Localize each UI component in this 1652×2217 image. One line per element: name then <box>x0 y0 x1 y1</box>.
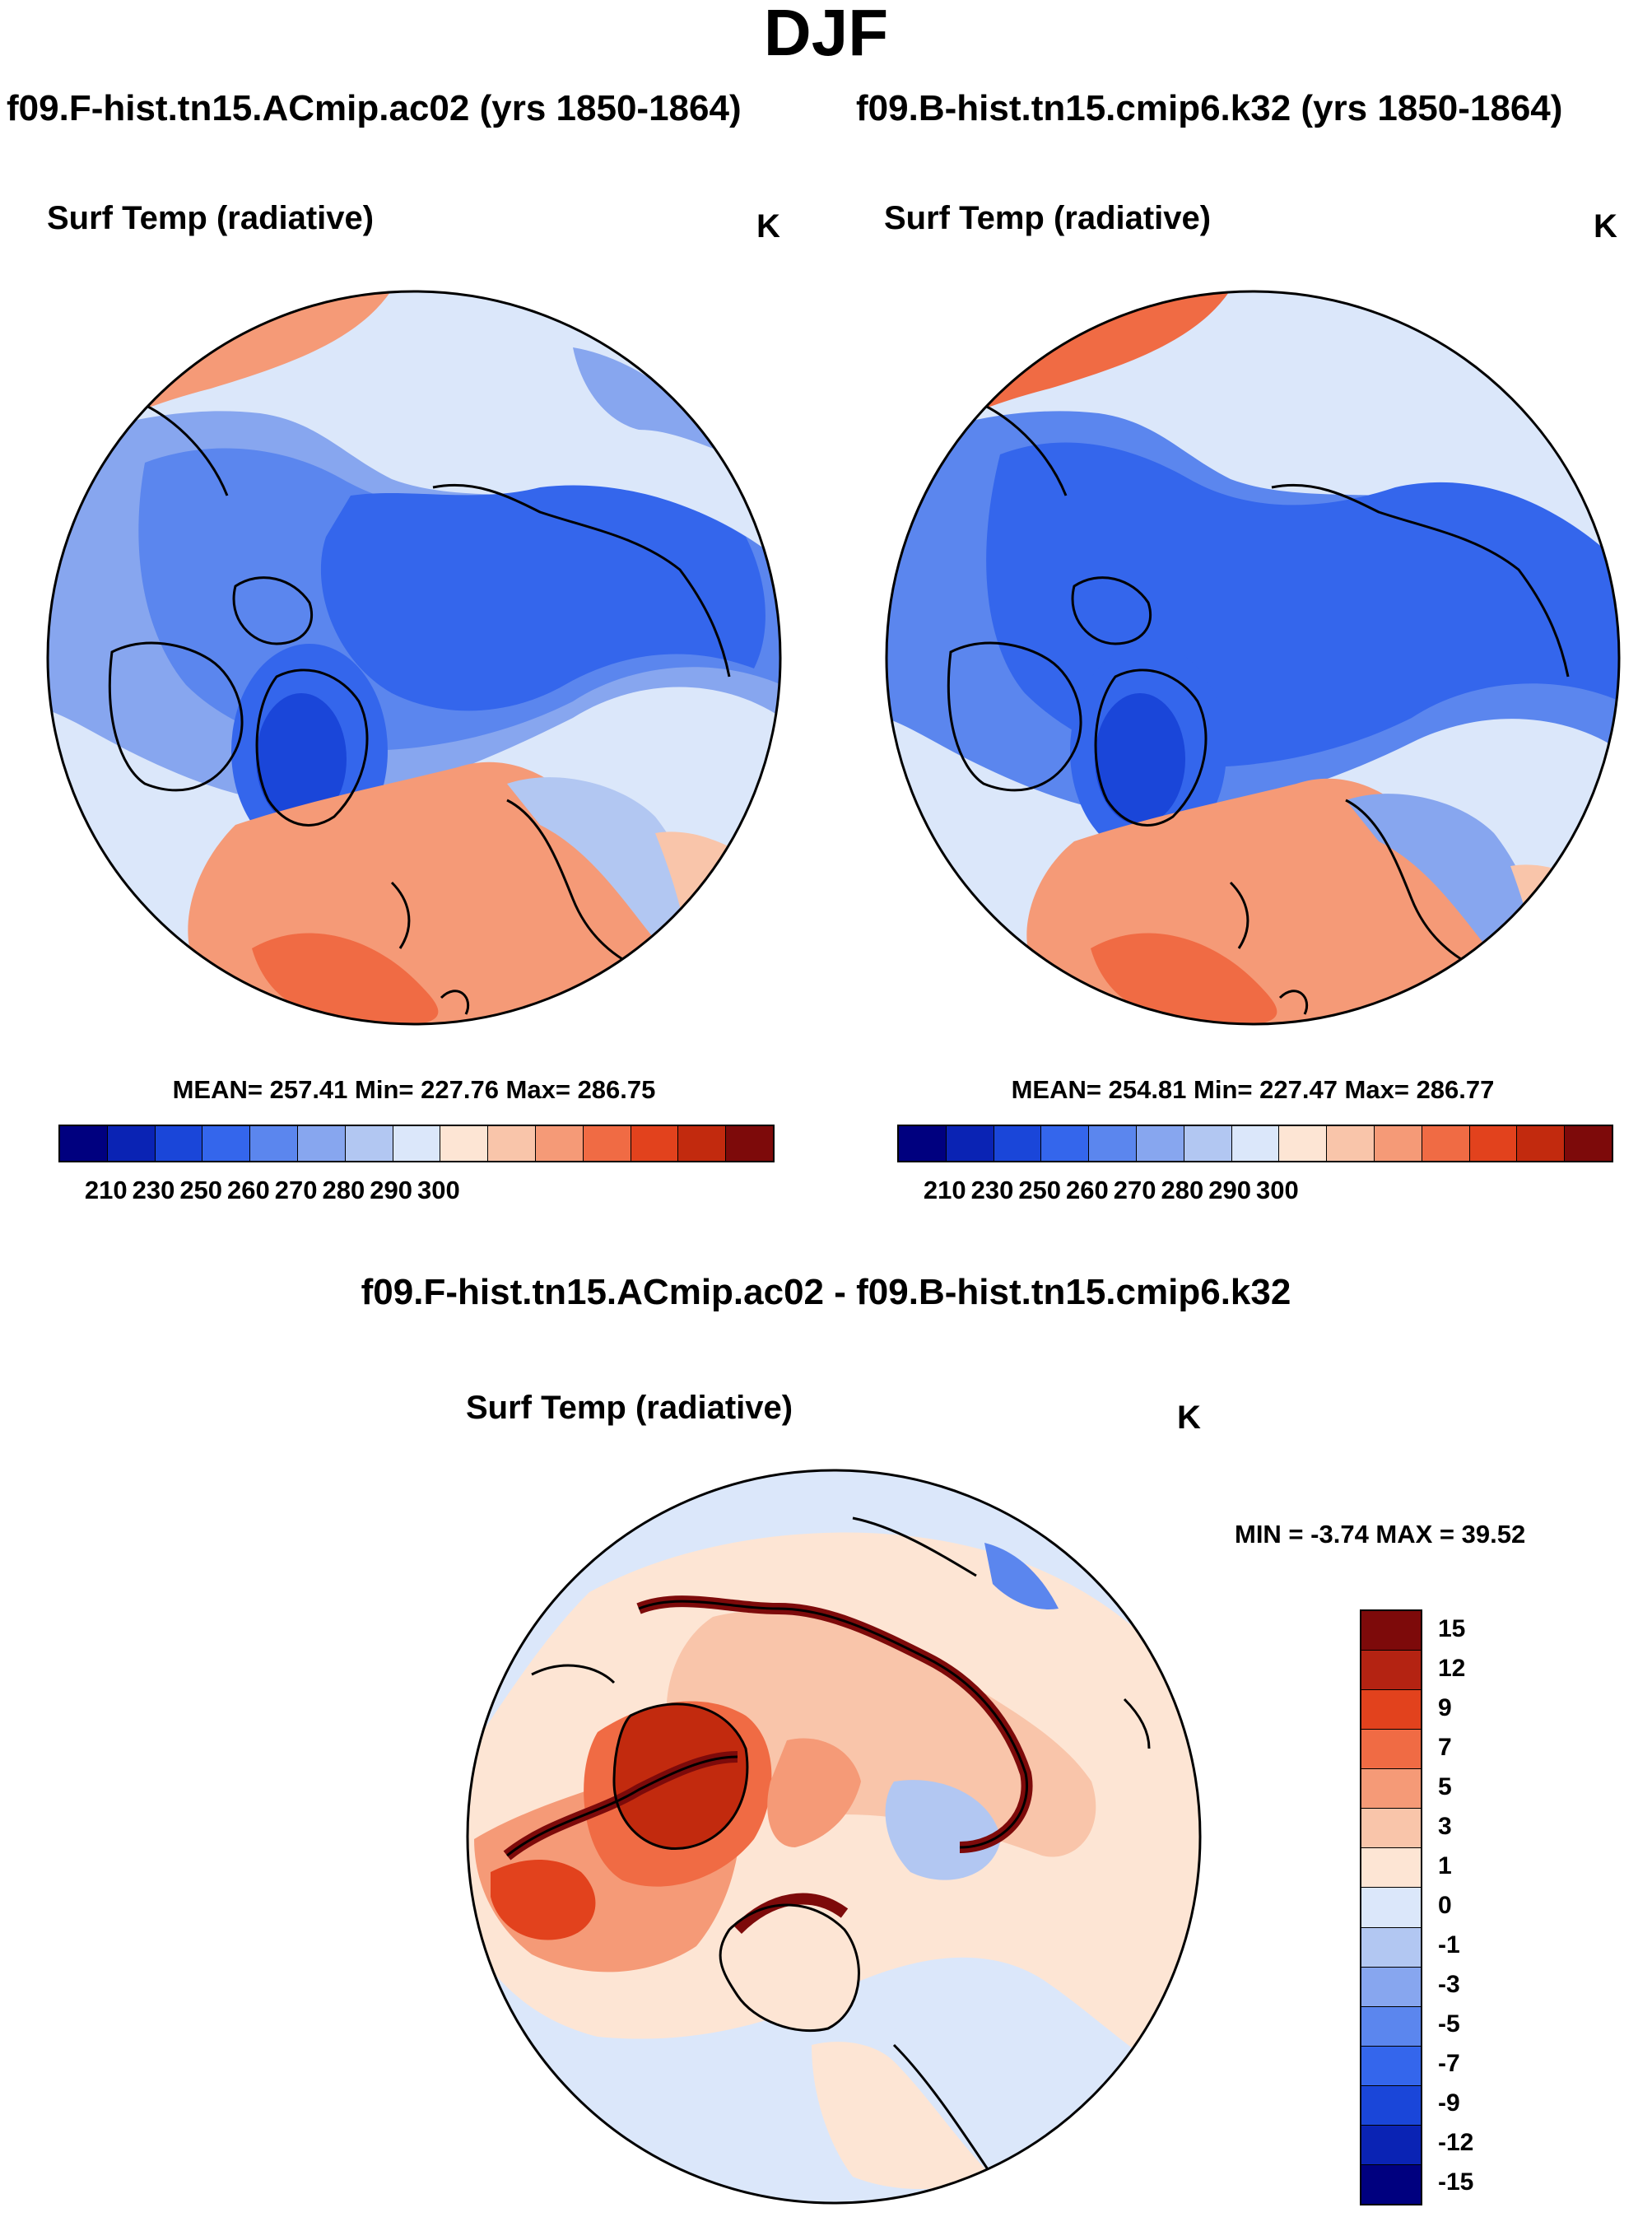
right-colorbar-cell <box>1041 1126 1090 1161</box>
diff-colorbar-tick: -15 <box>1438 2168 1474 2196</box>
diff-colorbar-tick: -5 <box>1438 2010 1460 2038</box>
left-units: K <box>756 208 780 245</box>
left-map <box>46 290 782 1026</box>
diff-colorbar-tick: -12 <box>1438 2129 1474 2156</box>
left-colorbar-cell <box>345 1126 393 1161</box>
difference-title: f09.F-hist.tn15.ACmip.ac02 - f09.B-hist.… <box>361 1272 1291 1312</box>
right-colorbar-tick: 250 <box>1018 1176 1062 1204</box>
diff-colorbar-cell <box>1361 1730 1421 1770</box>
right-colorbar-cell <box>1517 1126 1566 1161</box>
diff-units: K <box>1177 1400 1201 1436</box>
left-colorbar-tick: 230 <box>132 1176 175 1204</box>
left-colorbar-cell <box>393 1126 441 1161</box>
right-colorbar-cell <box>1136 1126 1184 1161</box>
diff-colorbar-cell <box>1361 2085 1421 2126</box>
left-colorbar <box>58 1125 775 1162</box>
right-colorbar-tick: 290 <box>1208 1176 1251 1204</box>
diff-colorbar-cell <box>1361 1690 1421 1730</box>
left-colorbar-ticks: 210 230 250 260 270 280 290 300 <box>58 1176 771 1209</box>
left-colorbar-cell <box>631 1126 679 1161</box>
left-colorbar-tick: 270 <box>274 1176 318 1204</box>
figure-title: DJF <box>763 0 889 69</box>
right-map <box>885 290 1621 1026</box>
right-colorbar-tick: 300 <box>1255 1176 1299 1204</box>
diff-colorbar-tick: -9 <box>1438 2089 1460 2117</box>
diff-colorbar-cell <box>1361 1611 1421 1651</box>
diff-colorbar-tick: 7 <box>1438 1734 1452 1761</box>
right-colorbar-ticks: 210 230 250 260 270 280 290 300 <box>897 1176 1610 1209</box>
right-colorbar-cell <box>1279 1126 1328 1161</box>
right-colorbar-cell <box>1089 1126 1137 1161</box>
left-colorbar-cell <box>488 1126 536 1161</box>
right-colorbar-tick: 280 <box>1161 1176 1204 1204</box>
right-colorbar-cell <box>1422 1126 1470 1161</box>
diff-colorbar-tick: 9 <box>1438 1694 1452 1721</box>
diff-colorbar-cell <box>1361 2164 1421 2204</box>
diff-colorbar-cell <box>1361 1888 1421 1928</box>
left-colorbar-cell <box>250 1126 298 1161</box>
left-colorbar-tick: 280 <box>322 1176 365 1204</box>
left-colorbar-cell <box>726 1126 773 1161</box>
diff-colorbar-cell <box>1361 1848 1421 1889</box>
left-case-title: f09.F-hist.tn15.ACmip.ac02 (yrs 1850-186… <box>7 88 742 128</box>
diff-colorbar-cell <box>1361 1967 1421 2007</box>
diff-colorbar-tick: -3 <box>1438 1971 1460 1998</box>
left-colorbar-cell <box>202 1126 251 1161</box>
diff-colorbar-cell <box>1361 2046 1421 2086</box>
diff-variable-title: Surf Temp (radiative) <box>466 1390 793 1426</box>
right-colorbar-cell <box>1184 1126 1232 1161</box>
diff-colorbar-tick: -1 <box>1438 1931 1460 1959</box>
left-colorbar-tick: 260 <box>227 1176 270 1204</box>
left-colorbar-tick: 210 <box>84 1176 128 1204</box>
diff-colorbar-cell <box>1361 2006 1421 2047</box>
diff-colorbar-cell <box>1361 2125 1421 2165</box>
right-colorbar <box>897 1125 1613 1162</box>
right-colorbar-tick: 260 <box>1066 1176 1109 1204</box>
left-stats: MEAN= 257.41 Min= 227.76 Max= 286.75 <box>172 1075 656 1104</box>
left-colorbar-cell <box>107 1126 156 1161</box>
left-colorbar-cell <box>535 1126 584 1161</box>
diff-colorbar-cell <box>1361 1809 1421 1849</box>
right-colorbar-cell <box>1231 1126 1280 1161</box>
diff-colorbar-tick: 1 <box>1438 1852 1452 1879</box>
diff-colorbar-cell <box>1361 1651 1421 1691</box>
diff-colorbar-ticks: 15 12 9 7 5 3 1 0 -1 -3 -5 -7 -9 -12 -15 <box>1438 1609 1537 2202</box>
left-colorbar-cell <box>440 1126 489 1161</box>
diff-map <box>466 1469 1202 2205</box>
right-units: K <box>1594 208 1617 245</box>
right-colorbar-tick: 210 <box>923 1176 966 1204</box>
diff-colorbar-tick: 5 <box>1438 1773 1452 1800</box>
left-colorbar-cell <box>297 1126 346 1161</box>
diff-colorbar-tick: 12 <box>1438 1655 1466 1682</box>
right-colorbar-cell <box>1327 1126 1375 1161</box>
diff-colorbar-tick: -7 <box>1438 2050 1460 2077</box>
diff-colorbar-tick: 15 <box>1438 1615 1466 1642</box>
right-variable-title: Surf Temp (radiative) <box>884 200 1212 236</box>
right-colorbar-cell <box>946 1126 994 1161</box>
left-colorbar-cell <box>678 1126 727 1161</box>
diff-colorbar <box>1360 1609 1422 2205</box>
diff-colorbar-tick: 3 <box>1438 1813 1452 1840</box>
left-colorbar-tick: 250 <box>179 1176 223 1204</box>
right-colorbar-cell <box>1565 1126 1612 1161</box>
right-colorbar-tick: 270 <box>1113 1176 1156 1204</box>
right-colorbar-tick: 230 <box>970 1176 1014 1204</box>
right-colorbar-cell <box>1374 1126 1422 1161</box>
left-colorbar-tick: 300 <box>416 1176 460 1204</box>
left-variable-title: Surf Temp (radiative) <box>47 200 375 236</box>
right-case-title: f09.B-hist.tn15.cmip6.k32 (yrs 1850-1864… <box>856 88 1563 128</box>
right-colorbar-cell <box>899 1126 947 1161</box>
diff-colorbar-cell <box>1361 1769 1421 1809</box>
left-colorbar-cell <box>60 1126 108 1161</box>
right-colorbar-cell <box>994 1126 1042 1161</box>
diff-stats: MIN = -3.74 MAX = 39.52 <box>1235 1520 1526 1549</box>
left-colorbar-tick: 290 <box>370 1176 412 1204</box>
diff-colorbar-tick: 0 <box>1438 1892 1452 1919</box>
left-colorbar-cell <box>583 1126 631 1161</box>
left-colorbar-cell <box>155 1126 203 1161</box>
diff-colorbar-cell <box>1361 1927 1421 1968</box>
right-colorbar-cell <box>1469 1126 1518 1161</box>
right-stats: MEAN= 254.81 Min= 227.47 Max= 286.77 <box>1011 1075 1495 1104</box>
